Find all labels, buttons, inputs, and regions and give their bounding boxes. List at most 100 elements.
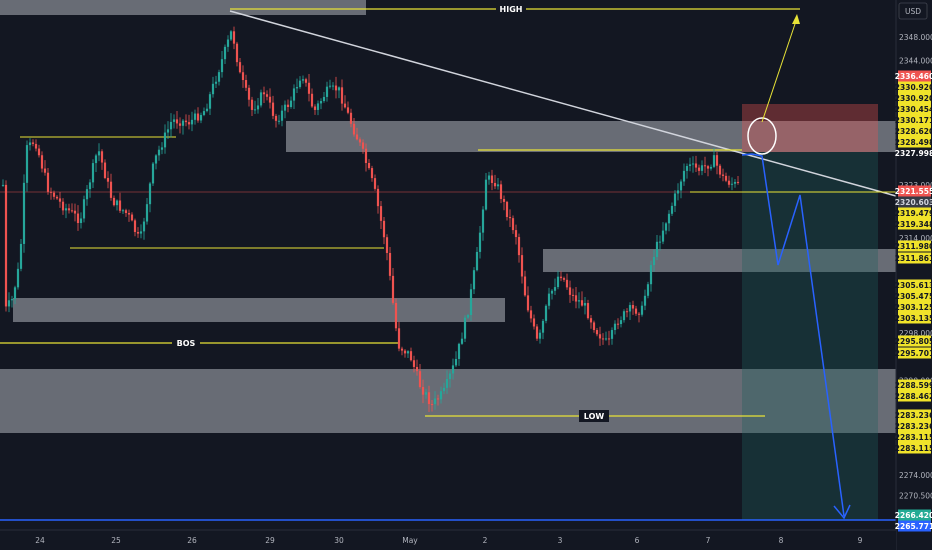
time-tick-6: 2 (483, 536, 488, 545)
candle-body (187, 122, 191, 125)
candle-body (709, 166, 713, 169)
candle-body (352, 123, 356, 135)
time-tick-10: 8 (779, 536, 784, 545)
candle-body (616, 323, 620, 325)
price-tag-17: 2303.135 (895, 314, 932, 323)
candle-body (484, 179, 488, 210)
price-tag-11: 2319.348 (895, 220, 932, 229)
price-tag-12: 2311.980 (895, 242, 932, 251)
candle-body (16, 268, 20, 288)
candle-body (43, 168, 47, 173)
price-tag-2: 2330.920 (895, 94, 932, 103)
currency-box[interactable] (898, 2, 928, 20)
candle-body (511, 218, 515, 231)
low-label: LOW (584, 412, 605, 421)
candle-body (97, 151, 101, 156)
candle-body (451, 365, 455, 374)
candle-body (22, 182, 26, 244)
candle-body (670, 205, 674, 214)
price-tick-3: 2314.000 (899, 234, 932, 243)
candle-body (586, 303, 590, 319)
price-tick-0: 2348.000 (899, 33, 932, 42)
price-tag-bg-24 (898, 431, 931, 443)
candle-body (364, 148, 368, 163)
candle-body (283, 104, 287, 111)
candle-body (19, 243, 23, 269)
candle-body (445, 379, 449, 388)
candle-body (625, 311, 629, 313)
candle-body (517, 237, 521, 256)
candle-body (229, 31, 233, 40)
time-axis[interactable]: 24 25 26 29 30 May 2 3 6 7 8 9 (0, 529, 896, 550)
candle-body (391, 275, 395, 303)
candle-body (646, 284, 650, 296)
candle-body (430, 404, 434, 406)
candle-body (124, 210, 128, 214)
candle-body (250, 99, 254, 110)
candle-body (241, 72, 245, 81)
candle-body (628, 305, 632, 312)
candle-body (583, 303, 587, 306)
price-tag-18: 2295.805 (895, 337, 932, 346)
candle-body (574, 295, 578, 302)
price-tag-3: 2330.454 (895, 105, 932, 114)
zone-left (13, 298, 505, 322)
candle-body (643, 295, 647, 306)
price-tag-bg-11 (898, 218, 931, 230)
candle-body (607, 338, 611, 340)
candle-body (514, 230, 518, 238)
candle-body (634, 308, 638, 314)
price-tag-10: 2319.479 (895, 209, 932, 218)
candle-body (562, 278, 566, 280)
candle-body (400, 348, 404, 351)
candle-body (409, 351, 413, 361)
candle-body (220, 59, 224, 73)
candle-body (658, 241, 662, 243)
candle-body (4, 184, 8, 307)
price-tag-bg-2 (898, 92, 931, 104)
candle-body (232, 31, 236, 44)
candle-body (388, 252, 392, 276)
candle-body (604, 338, 608, 340)
candle-body (442, 387, 446, 392)
candle-body (556, 276, 560, 288)
candle-body (469, 289, 473, 315)
candle-body (46, 172, 50, 192)
candle-body (505, 201, 509, 217)
supply-demand-zones (0, 0, 896, 520)
price-tag-bg-25 (898, 442, 931, 454)
candle-body (412, 360, 416, 367)
candle-body (439, 391, 443, 400)
zone-resistance (286, 121, 896, 152)
candle-body (271, 102, 275, 116)
candle-body (244, 80, 248, 88)
candle-body (52, 192, 56, 197)
candle-body (460, 338, 464, 344)
candle-body (112, 197, 116, 206)
price-tag-4: 2330.171 (895, 116, 932, 125)
candle-body (565, 279, 569, 288)
candle-body (373, 178, 377, 189)
candle-body (724, 175, 728, 181)
candle-body (289, 100, 293, 108)
candle-body (175, 119, 179, 124)
candle-body (733, 181, 737, 184)
candle-body (28, 142, 32, 146)
price-tag-1: 2330.920 (895, 83, 932, 92)
candle-body (115, 200, 119, 206)
candle-body (235, 43, 239, 63)
candle-body (1, 184, 5, 186)
price-tag-21: 2288.462 (895, 392, 932, 401)
candle-body (274, 115, 278, 121)
zone-top-left (0, 0, 366, 15)
time-axis-bg (0, 530, 896, 550)
price-tag-bg-0 (898, 70, 931, 82)
low-label-bg (579, 410, 609, 422)
bearish-arrowhead (833, 504, 851, 520)
candle-body (601, 338, 605, 340)
time-tick-3: 29 (265, 536, 275, 545)
price-axis[interactable]: USD 2348.000 2344.000 2323.000 2314.000 2298… (895, 0, 932, 550)
price-tag-bg-1 (898, 81, 931, 93)
candle-body (304, 79, 308, 83)
